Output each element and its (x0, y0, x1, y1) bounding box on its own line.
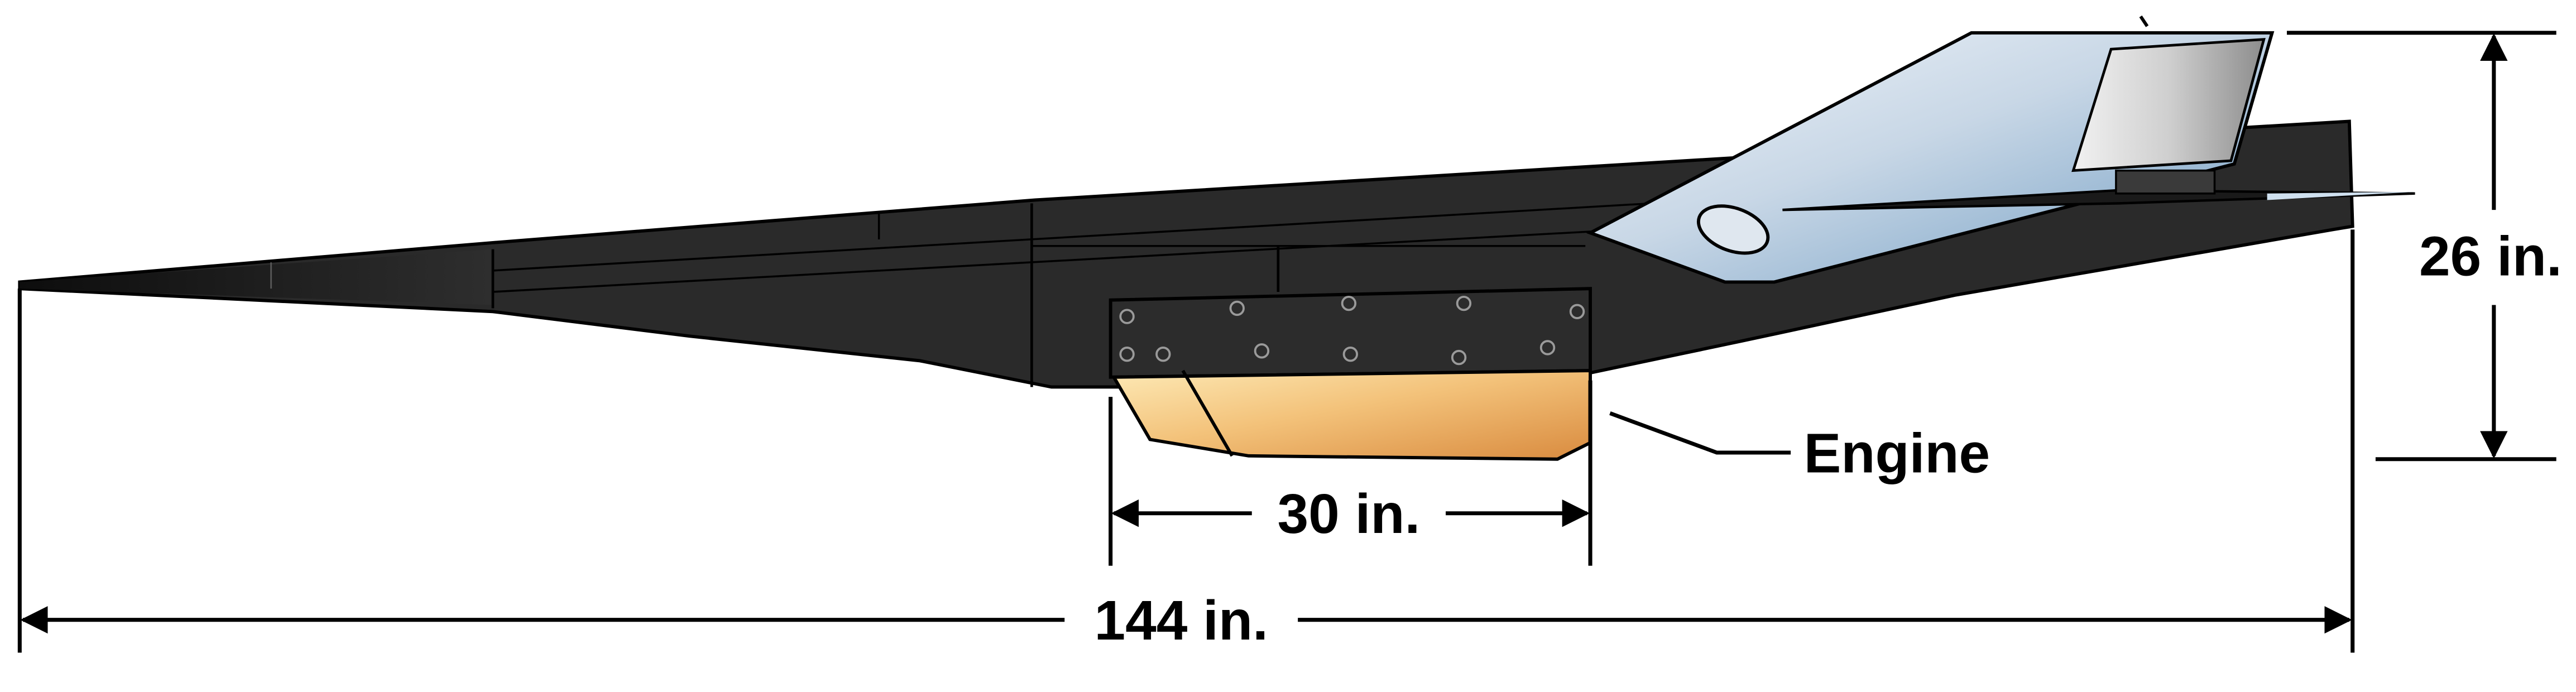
engine (1109, 287, 1592, 461)
dimension-lines (17, 31, 2556, 653)
fastener-holes (1119, 295, 1585, 366)
engine-length-label: 30 in. (1277, 483, 1420, 545)
height-label: 26 in. (2419, 225, 2562, 288)
overall-length-label: 144 in. (1094, 589, 1268, 652)
vertical-tail (1586, 15, 2275, 284)
engine-callout-label: Engine (1804, 422, 1990, 484)
horizontal-stabilizer (1782, 169, 2415, 212)
